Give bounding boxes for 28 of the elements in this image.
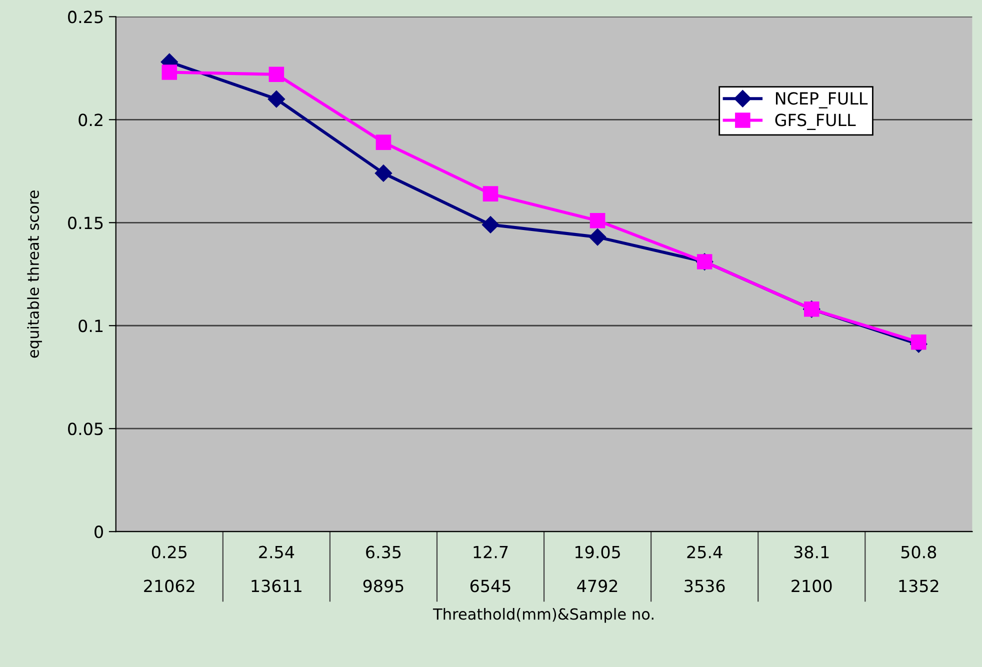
y-tick-label: 0.05 — [68, 422, 103, 436]
legend-label: GFS_FULL — [775, 114, 856, 130]
y-tick-label: 0 — [94, 526, 103, 538]
point — [268, 90, 285, 108]
category-label: 0.25 21062 — [144, 546, 194, 592]
category-label: 19.05 4792 — [576, 546, 620, 592]
category-label: 38.1 2100 — [792, 546, 832, 592]
y-tick-label: 0.25 — [68, 10, 103, 24]
point — [482, 216, 500, 234]
category-label: 25.4 3536 — [684, 546, 725, 592]
y-axis-title: equitable threat score — [27, 190, 42, 358]
point — [911, 334, 926, 350]
x-axis-title: Threathold(mm)&Sample no. — [432, 608, 654, 623]
y-tick-label: 0.15 — [68, 216, 103, 230]
point — [482, 186, 498, 202]
point — [590, 212, 606, 228]
category-label: 12.7 6545 — [470, 546, 510, 592]
point — [376, 134, 392, 150]
point — [162, 64, 178, 80]
y-tick-label: 0.2 — [78, 114, 102, 126]
legend-label: NCEP_FULL — [776, 92, 868, 108]
y-tick-label: 0.1 — [78, 320, 103, 332]
point — [268, 66, 284, 82]
category-label: 6.35 9895 — [363, 546, 404, 592]
point — [588, 228, 606, 246]
category-label: 50.8 1352 — [899, 546, 938, 592]
category-label: 2.54 13611 — [252, 546, 302, 592]
point — [374, 164, 392, 182]
